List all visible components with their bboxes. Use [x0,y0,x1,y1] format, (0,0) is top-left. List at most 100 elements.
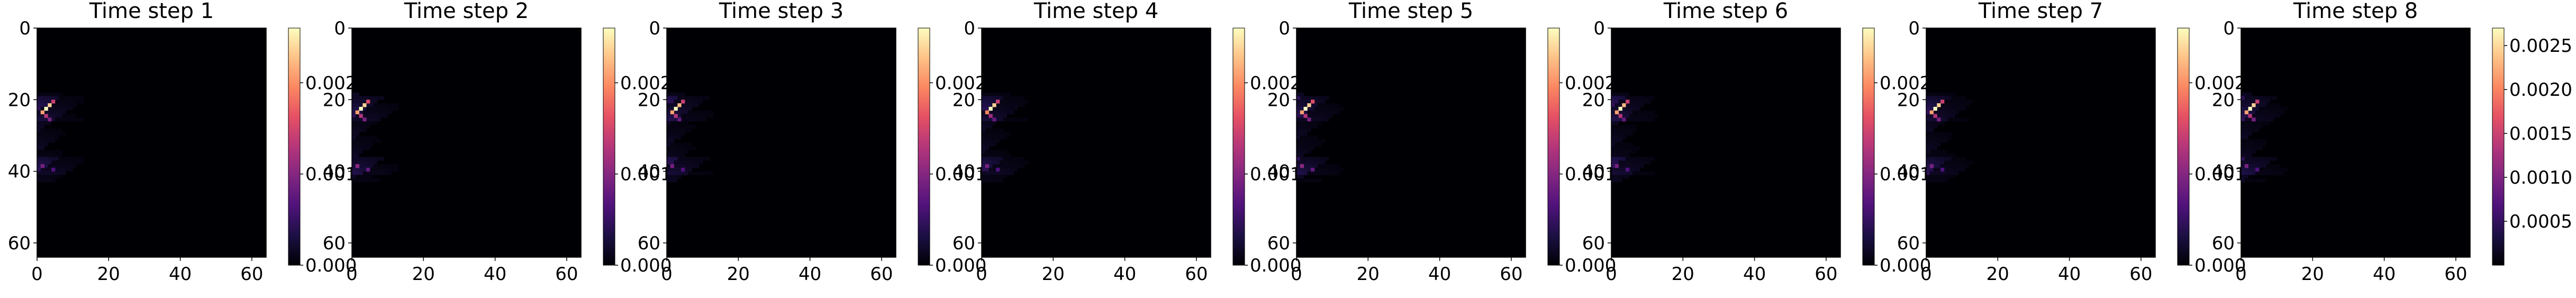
heatmap-cell [2248,103,2252,107]
heatmap-cell [1296,96,1301,100]
heatmap-cell [982,164,986,168]
heatmap-cell [2241,175,2245,179]
heatmap-cell [40,128,45,132]
heatmap-cell [1955,110,1959,114]
heatmap-cell [1626,92,1630,97]
y-tick-label: 60 [1267,233,1290,254]
heatmap-cell [674,171,678,175]
heatmap-cell [1951,92,1955,97]
heatmap-cell [1618,142,1622,147]
heatmap-cell [1944,178,1948,183]
heatmap-cell [2252,160,2256,165]
heatmap-cell [1926,124,1930,129]
heatmap-cell [352,124,356,129]
heatmap-cell [1024,160,1029,165]
heatmap-cell [1311,118,1315,122]
heatmap-cell [1926,139,1930,143]
heatmap-cell [352,106,356,111]
heatmap-cell [992,157,996,161]
heatmap-cell [1926,150,1930,154]
x-tick-label: 40 [2058,264,2081,285]
heatmap-cell [359,164,363,168]
heatmap-cell [1321,114,1326,118]
axes-frame [1926,28,2156,258]
heatmap-cell [1318,142,1322,147]
heatmap-cell [1321,167,1326,172]
heatmap-cell [670,139,675,143]
colorbar-tick-label: 0.002 [935,73,986,94]
panel-title: Time step 6 [1663,0,1788,23]
heatmap-cell [1010,167,1014,172]
heatmap-cell [1937,110,1941,114]
heatmap-cell [1611,121,1616,125]
heatmap-cell [1303,96,1308,100]
heatmap-cell [1618,171,1622,175]
heatmap-cell [1618,124,1622,129]
heatmap-cell [366,118,370,122]
heatmap-cell [1933,150,1937,154]
heatmap-cell [667,96,671,100]
heatmap-cell [55,114,59,118]
heatmap-cell [391,103,395,107]
heatmap-cell [1325,157,1329,161]
heatmap-cell [352,150,356,154]
x-tick-label: 0 [1920,264,1932,285]
heatmap-cell [51,153,56,158]
heatmap-cell [667,100,671,104]
heatmap-cell [2252,171,2256,175]
heatmap-cell [1629,128,1634,132]
heatmap-cell [359,124,363,129]
colorbar-tick-label: 0.0005 [2509,211,2572,232]
heatmap-cell [1296,171,1301,175]
heatmap-hot-cell [670,164,675,168]
heatmap-cell [48,92,52,97]
heatmap-cell [667,128,671,132]
heatmap-cell [1926,175,1930,179]
heatmap-cell [51,178,56,183]
heatmap-cell [985,132,990,136]
heatmap-cell [1614,128,1619,132]
heatmap-cell [670,100,675,104]
heatmap-cell [688,128,692,132]
heatmap-background [1296,28,1526,257]
heatmap-cell [674,103,678,107]
heatmap-cell [44,171,48,175]
heatmap-cell [1626,146,1630,150]
heatmap-hot-cell [1933,106,1937,111]
heatmap-cell [51,175,56,179]
heatmap-cell [1969,100,1973,104]
heatmap-cell [1003,118,1007,122]
heatmap-cell [1626,153,1630,158]
heatmap-cell [2255,114,2260,118]
heatmap-cell [710,114,714,118]
heatmap-cell [55,92,59,97]
heatmap-cell [1622,146,1626,150]
heatmap-cell [51,139,56,143]
x-tick-label: 20 [1672,264,1694,285]
heatmap-cell [1962,164,1966,168]
heatmap-cell [1336,167,1340,172]
heatmap-cell [1640,114,1644,118]
heatmap-cell [1626,103,1630,107]
heatmap-cell [1611,100,1616,104]
heatmap-cell [37,132,41,136]
heatmap-cell [982,139,986,143]
heatmap-cell [1325,96,1329,100]
x-tick-label: 0 [661,264,673,285]
heatmap-cell [387,110,392,114]
heatmap-cell [1296,100,1301,104]
colorbar-tick-label: 0.000 [305,255,357,276]
heatmap-cell [1618,178,1622,183]
heatmap-cell [44,164,48,168]
heatmap-cell [1318,96,1322,100]
heatmap-cell [706,171,710,175]
heatmap-cell [355,132,360,136]
heatmap-cell [1951,164,1955,168]
heatmap-cell [1629,118,1634,122]
heatmap-cell [670,153,675,158]
heatmap-cell [2248,118,2252,122]
heatmap-cell [69,167,74,172]
heatmap-cell [369,121,374,125]
heatmap-cell [2276,114,2281,118]
